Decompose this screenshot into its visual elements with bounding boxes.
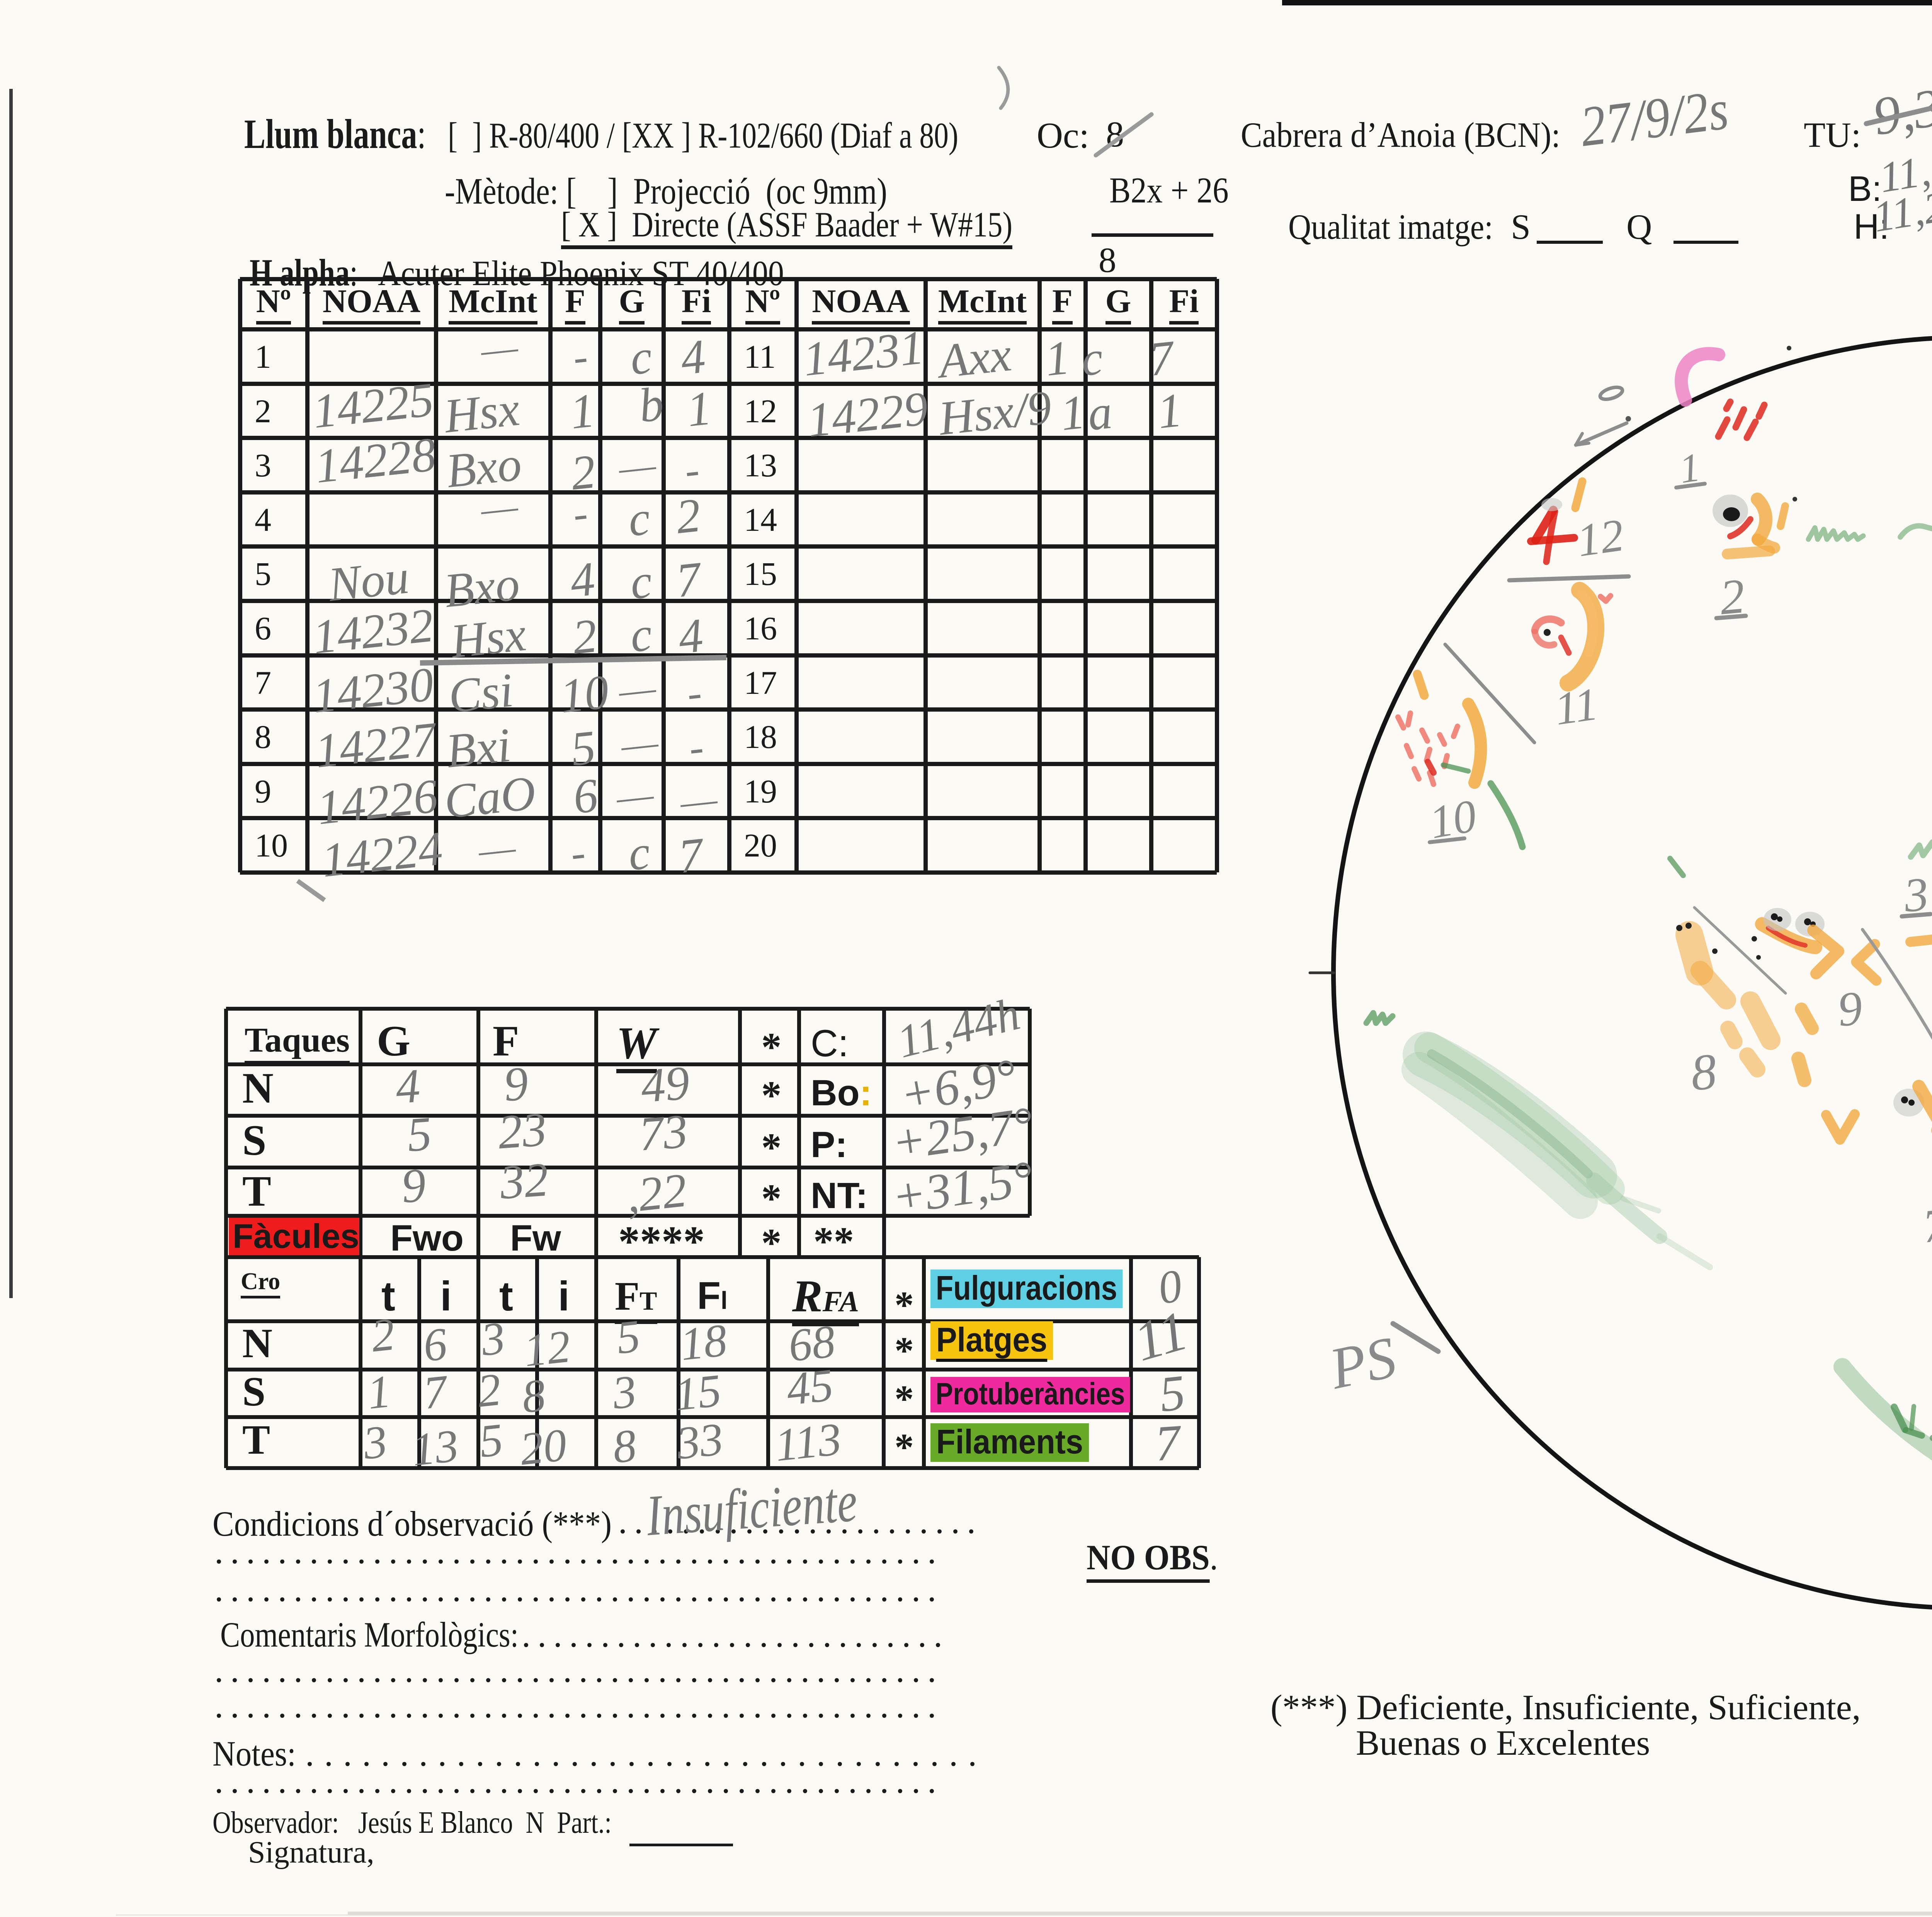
svg-text:11: 11: [1551, 678, 1601, 735]
svg-text:8: 8: [1689, 1043, 1719, 1101]
svg-text:7: 7: [1921, 1199, 1932, 1253]
svg-text:9: 9: [1835, 981, 1864, 1037]
svg-text:PS: PS: [1324, 1324, 1401, 1402]
svg-text:12: 12: [1574, 509, 1627, 566]
